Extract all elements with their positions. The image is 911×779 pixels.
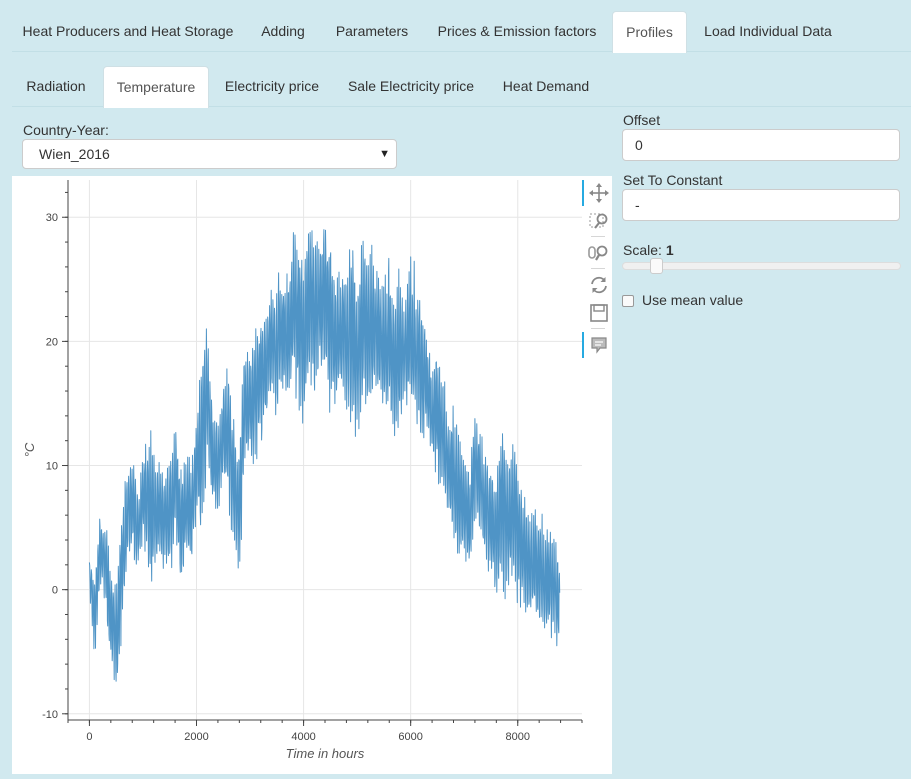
temperature-series-line: [88, 229, 561, 682]
hover-active-indicator: [582, 332, 584, 358]
country-year-label: Country-Year:: [23, 122, 109, 138]
tab-parameters[interactable]: Parameters: [335, 23, 409, 39]
use-mean-label: Use mean value: [642, 292, 744, 308]
x-tick-label: 8000: [506, 731, 530, 743]
tab-sale-electricity-price[interactable]: Sale Electricity price: [347, 78, 475, 94]
use-mean-checkbox[interactable]: [622, 295, 634, 307]
y-tick-label: 30: [46, 212, 58, 224]
tab-load-individual-data[interactable]: Load Individual Data: [704, 23, 832, 39]
wheel-zoom-icon[interactable]: [587, 241, 611, 265]
reset-icon[interactable]: [587, 273, 611, 297]
temperature-plot[interactable]: 0 2000 4000 6000 8000 -10 0 10 20 30 Time in hours…: [12, 176, 612, 774]
set-constant-label: Set To Constant: [623, 172, 723, 188]
tab-electricity-price[interactable]: Electricity price: [224, 78, 320, 94]
hover-icon[interactable]: [587, 333, 611, 357]
offset-label: Offset: [623, 112, 661, 128]
tab-temperature[interactable]: Temperature: [103, 66, 209, 108]
tab-profiles[interactable]: Profiles: [612, 11, 687, 53]
country-year-select[interactable]: Wien_2016 ▼: [22, 139, 397, 169]
tab-heat-demand[interactable]: Heat Demand: [502, 78, 590, 94]
tab-radiation[interactable]: Radiation: [26, 78, 86, 94]
scale-label: Scale: 1: [623, 242, 674, 258]
toolbar-divider: [591, 268, 605, 269]
toolbar-divider: [591, 236, 605, 237]
box-zoom-icon[interactable]: [587, 209, 611, 233]
scale-value: 1: [665, 242, 674, 258]
y-axis-label: °C: [22, 442, 37, 457]
profile-tab-bar: Radiation Temperature Electricity price …: [12, 66, 911, 108]
offset-input[interactable]: 0: [622, 129, 900, 161]
tab-heat-producers[interactable]: Heat Producers and Heat Storage: [22, 23, 234, 39]
tab-adding[interactable]: Adding: [261, 23, 305, 39]
y-tick-label: 20: [46, 336, 58, 348]
x-tick-label: 2000: [184, 731, 208, 743]
scale-label-text: Scale:: [623, 242, 662, 258]
chevron-down-icon: ▼: [379, 148, 390, 160]
y-tick-label: 10: [46, 461, 58, 473]
tab-prices-emission[interactable]: Prices & Emission factors: [437, 23, 597, 39]
toolbar-divider: [591, 328, 605, 329]
x-axis-label: Time in hours: [286, 746, 365, 761]
pan-icon[interactable]: [587, 181, 611, 205]
plot-toolbar: [582, 178, 611, 358]
x-tick-label: 4000: [291, 731, 315, 743]
country-year-value: Wien_2016: [39, 146, 110, 162]
x-tick-label: 6000: [398, 731, 422, 743]
scale-slider-handle[interactable]: [650, 258, 663, 274]
save-icon[interactable]: [587, 301, 611, 325]
y-tick-label: -10: [42, 709, 58, 721]
temperature-chart: 0 2000 4000 6000 8000 -10 0 10 20 30 Time in hours…: [22, 180, 583, 761]
scale-slider[interactable]: [622, 258, 901, 274]
x-tick-label: 0: [86, 731, 92, 743]
set-constant-input[interactable]: -: [622, 189, 900, 221]
main-tab-bar: Heat Producers and Heat Storage Adding P…: [12, 11, 911, 53]
pan-active-indicator: [582, 180, 584, 206]
y-tick-label: 0: [52, 585, 58, 597]
